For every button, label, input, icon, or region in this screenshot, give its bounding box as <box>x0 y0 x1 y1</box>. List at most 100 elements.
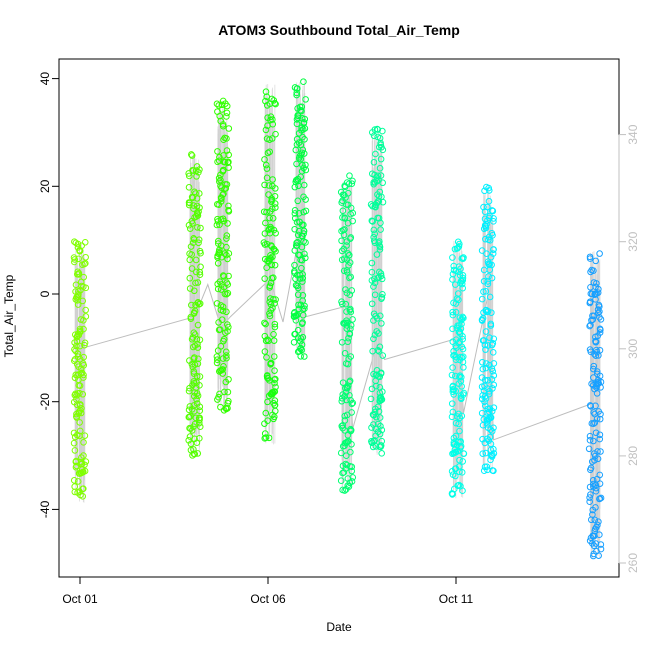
data-point <box>347 448 354 456</box>
data-point <box>214 215 221 223</box>
data-point <box>301 353 308 360</box>
data-point <box>218 195 225 202</box>
data-point <box>213 359 221 367</box>
data-point <box>270 97 278 104</box>
data-point <box>194 321 202 329</box>
data-point <box>262 337 270 345</box>
data-point <box>213 300 221 307</box>
data-point <box>452 419 460 427</box>
data-point <box>371 437 378 444</box>
data-point <box>343 325 351 332</box>
data-point <box>271 320 279 328</box>
data-point <box>295 154 303 162</box>
data-point <box>346 259 354 266</box>
data-point <box>294 197 302 205</box>
data-point <box>71 374 79 382</box>
data-point <box>448 400 456 407</box>
data-point <box>373 315 381 322</box>
data-point <box>590 362 598 370</box>
data-point <box>73 396 80 403</box>
data-point <box>479 358 486 366</box>
data-point <box>294 291 302 298</box>
data-point <box>196 407 204 415</box>
data-point <box>371 279 379 287</box>
data-point <box>263 174 271 182</box>
data-point <box>188 151 195 158</box>
data-point <box>291 183 299 191</box>
data-point <box>373 251 381 258</box>
data-point <box>371 291 379 299</box>
data-point <box>591 452 599 460</box>
data-point <box>459 333 466 340</box>
data-point <box>299 133 306 141</box>
data-point <box>263 135 271 142</box>
data-point <box>481 402 489 410</box>
data-point <box>370 226 378 234</box>
data-point <box>587 466 594 474</box>
data-point <box>590 279 598 286</box>
data-point <box>261 435 269 442</box>
data-point <box>451 351 458 359</box>
data-point <box>261 241 269 248</box>
data-point <box>452 308 460 316</box>
data-point <box>483 360 490 367</box>
data-point <box>225 125 233 132</box>
data-point <box>271 367 278 374</box>
data-point <box>76 427 84 435</box>
data-point <box>297 352 304 360</box>
data-point <box>344 189 352 197</box>
data-point <box>295 301 302 309</box>
data-point <box>76 419 83 426</box>
data-point <box>190 310 198 317</box>
data-point <box>374 403 382 411</box>
data-point <box>458 316 465 324</box>
data-point <box>457 438 464 445</box>
data-point <box>587 321 594 329</box>
data-point <box>488 309 495 316</box>
data-point <box>590 542 598 550</box>
data-point <box>340 191 348 199</box>
data-point <box>482 288 490 295</box>
data-point <box>196 414 203 422</box>
data-point <box>343 289 351 297</box>
data-point <box>480 416 488 423</box>
data-point <box>485 408 493 416</box>
data-point <box>264 398 271 406</box>
data-point <box>370 437 377 445</box>
data-point <box>219 366 226 373</box>
data-point <box>490 450 498 457</box>
y-tick-label: -40 <box>38 500 52 518</box>
data-point <box>72 296 80 303</box>
data-point <box>267 254 274 262</box>
data-point <box>74 353 82 360</box>
data-point <box>81 238 89 246</box>
data-point <box>344 219 352 227</box>
data-point <box>489 349 497 356</box>
data-point <box>478 247 486 254</box>
data-point <box>77 454 85 461</box>
data-point <box>593 370 601 378</box>
data-point <box>188 265 196 272</box>
data-point <box>482 235 489 243</box>
data-point <box>216 153 223 161</box>
data-point <box>378 426 386 434</box>
y2-tick-label: 340 <box>626 124 640 144</box>
data-point <box>291 269 298 277</box>
data-point <box>196 416 203 424</box>
data-point <box>346 235 354 243</box>
data-point <box>272 204 279 211</box>
data-point <box>70 439 78 447</box>
data-point <box>455 296 462 304</box>
data-point <box>338 300 346 308</box>
data-point <box>219 307 227 315</box>
data-point <box>377 155 385 163</box>
data-point <box>194 450 202 457</box>
data-point <box>297 151 304 159</box>
data-point <box>261 420 268 427</box>
data-point <box>295 139 303 146</box>
data-point <box>291 247 299 254</box>
data-point <box>375 214 383 222</box>
data-point <box>272 130 279 138</box>
data-point <box>74 268 81 276</box>
data-point <box>377 226 384 233</box>
